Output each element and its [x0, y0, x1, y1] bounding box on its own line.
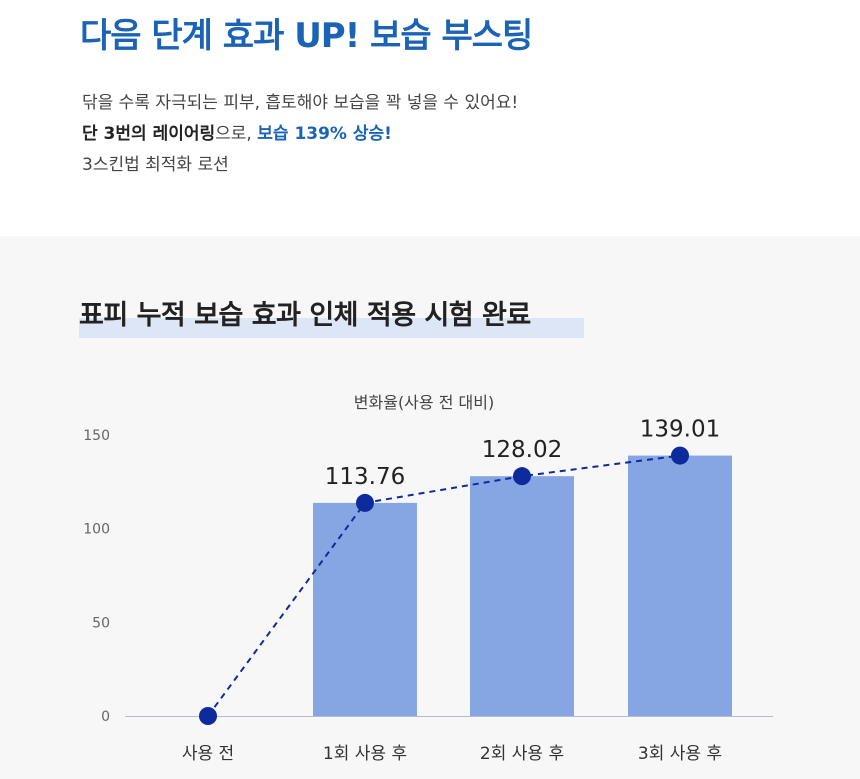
trend-point — [356, 493, 374, 512]
trend-line — [207, 454, 681, 717]
trend-points — [199, 446, 689, 725]
bar — [628, 455, 732, 716]
layering-emphasis: 단 3번의 레이어링 — [82, 124, 216, 144]
headline: 다음 단계 효과 UP! 보습 부스팅 — [80, 16, 533, 56]
x-axis-labels: 사용 전 1회 사용 후 2회 사용 후 3회 사용 후 — [182, 744, 722, 764]
x-tick-label: 1회 사용 후 — [323, 744, 407, 764]
data-label: 113.76 — [325, 464, 405, 490]
description-line-2: 단 3번의 레이어링으로, 보습 139% 상승! — [82, 119, 518, 150]
y-tick-label: 150 — [83, 428, 110, 444]
y-tick-label: 50 — [92, 615, 110, 631]
x-tick-label: 사용 전 — [182, 744, 234, 764]
bar — [470, 476, 574, 716]
data-labels: 113.76 128.02 139.01 — [325, 417, 720, 490]
moisture-chart: 변화율(사용 전 대비) 0 50 100 150 113.76 128.02 139.0… — [83, 393, 773, 764]
section-title: 표피 누적 보습 효과 인체 적용 시험 완료 — [79, 300, 531, 331]
description-connector: 으로, — [215, 124, 258, 144]
x-tick-label: 3회 사용 후 — [638, 744, 722, 764]
trend-point — [513, 467, 531, 486]
intro-section: 다음 단계 효과 UP! 보습 부스팅 닦을 수록 자극되는 피부, 흡토해야 … — [0, 0, 860, 236]
trend-point — [199, 707, 217, 725]
description-line-3: 3스킨법 최적화 로션 — [82, 155, 229, 175]
data-label: 128.02 — [482, 437, 562, 463]
x-tick-label: 2회 사용 후 — [480, 744, 564, 764]
moisture-highlight: 보습 139% 상승! — [257, 124, 392, 144]
description: 닦을 수록 자극되는 피부, 흡토해야 보습을 꽉 넣을 수 있어요! 단 3번… — [82, 88, 518, 181]
y-tick-label: 0 — [101, 709, 110, 725]
trend-point — [671, 446, 689, 465]
section-title-wrap: 표피 누적 보습 효과 인체 적용 시험 완료 — [79, 296, 584, 338]
title-highlight-bar — [79, 318, 584, 338]
bar-series — [313, 455, 732, 716]
bar — [313, 502, 417, 716]
y-tick-label: 100 — [83, 522, 110, 538]
chart-title: 변화율(사용 전 대비) — [354, 393, 494, 412]
description-line-1: 닦을 수록 자극되는 피부, 흡토해야 보습을 꽉 넣을 수 있어요! — [82, 93, 519, 113]
data-label: 139.01 — [640, 417, 720, 443]
y-axis: 0 50 100 150 — [83, 428, 110, 725]
